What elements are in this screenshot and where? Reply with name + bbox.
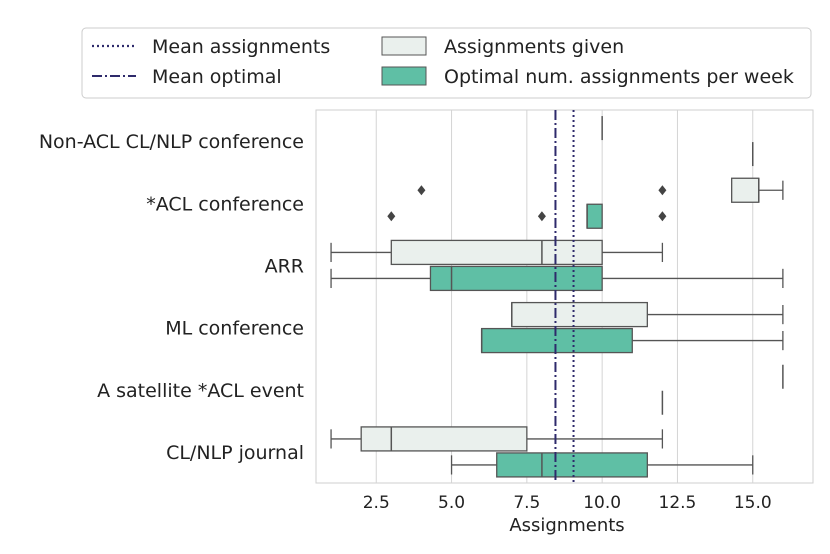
legend-swatch-assignments-given: [381, 36, 427, 56]
outlier-point: [417, 185, 426, 196]
box-group: [387, 203, 667, 229]
reference-lines: [554, 110, 575, 483]
category-label: Non-ACL CL/NLP conference: [39, 131, 304, 153]
box-iqr: [586, 203, 603, 229]
legend-label-assignments-given: Assignments given: [444, 36, 624, 58]
x-tick-label: 15.0: [734, 493, 772, 513]
legend-swatch-optimal: [381, 66, 427, 86]
box-group: [511, 301, 784, 328]
x-tick-label: 10.0: [583, 493, 621, 513]
legend-label-mean-assignments: Mean assignments: [152, 36, 330, 58]
x-tick-label: 12.5: [659, 493, 697, 513]
x-tick-label: 7.5: [513, 493, 540, 513]
grid-lines: [375, 110, 754, 483]
box-iqr: [481, 327, 633, 354]
box-iqr: [496, 452, 648, 478]
box-iqr: [429, 265, 603, 292]
outlier-point: [537, 211, 546, 222]
outlier-point: [658, 185, 667, 196]
outlier-point: [658, 211, 667, 222]
x-axis-title: Assignments: [509, 515, 624, 536]
box-group: [330, 239, 664, 266]
box-group: [330, 426, 664, 452]
plot-area: [315, 109, 814, 484]
category-label: A satellite *ACL event: [97, 380, 304, 402]
category-labels: Non-ACL CL/NLP conference *ACL conference…: [39, 131, 304, 464]
category-label: ML conference: [165, 318, 304, 340]
box-iqr: [390, 239, 603, 266]
box-group: [480, 327, 784, 354]
legend-label-optimal: Optimal num. assignments per week: [444, 66, 794, 88]
x-tick-label: 2.5: [363, 493, 390, 513]
legend-label-mean-optimal: Mean optimal: [152, 66, 282, 88]
category-label: ARR: [265, 255, 304, 277]
x-tick-label: 5.0: [438, 493, 465, 513]
category-label: CL/NLP journal: [166, 442, 304, 464]
boxes: [330, 116, 784, 478]
box-iqr: [731, 177, 760, 203]
outlier-point: [387, 211, 396, 222]
x-axis-ticks: 2.5 5.0 7.5 10.0 12.5 15.0: [363, 493, 772, 513]
category-label: *ACL conference: [146, 193, 304, 215]
legend: Mean assignments Mean optimal Assignment…: [81, 27, 812, 99]
box-iqr: [511, 301, 648, 328]
legend-frame: [81, 27, 812, 99]
box-group: [417, 177, 784, 203]
box-group: [450, 452, 754, 478]
box-iqr: [360, 426, 528, 452]
